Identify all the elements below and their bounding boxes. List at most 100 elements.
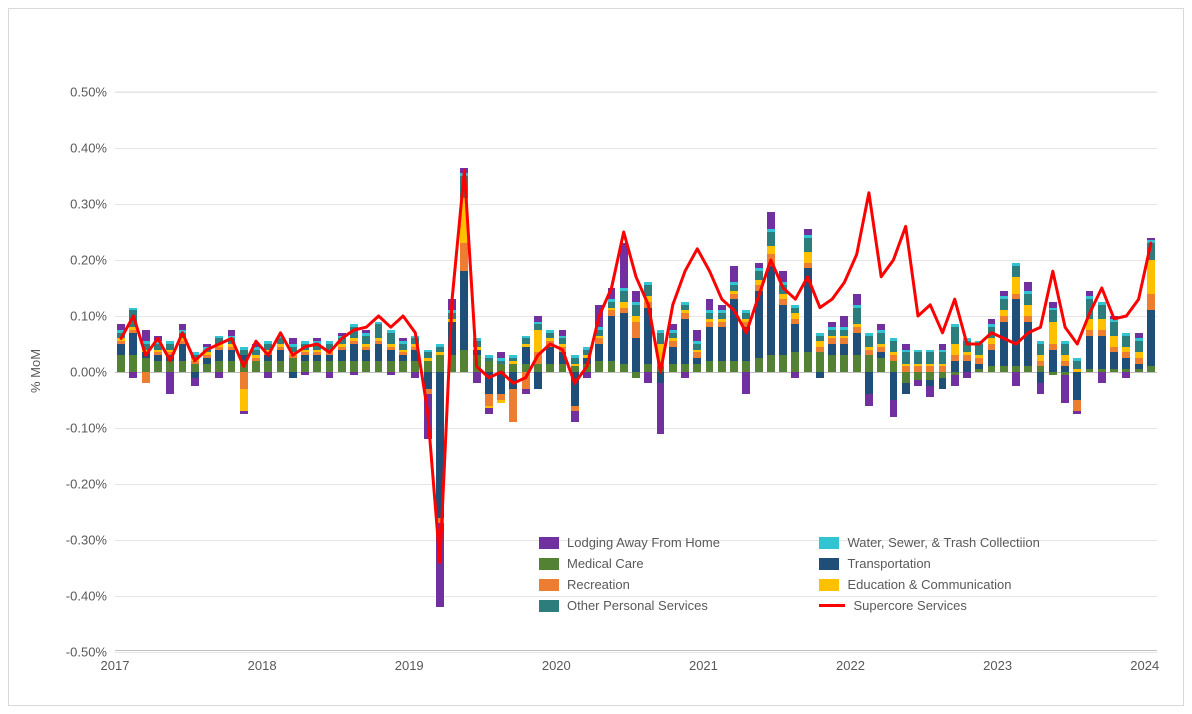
bar-seg-water [742, 310, 750, 313]
bar-seg-education [939, 364, 947, 367]
bar-seg-education [301, 350, 309, 353]
bar-seg-recreation [313, 352, 321, 355]
bar-seg-other [644, 285, 652, 296]
legend-item-other: Other Personal Services [539, 598, 759, 613]
bar-seg-other [436, 347, 444, 353]
bar-seg-education [608, 308, 616, 311]
bar-seg-transport [448, 322, 456, 356]
bar-seg-other [681, 305, 689, 311]
bar-seg-lodging [865, 394, 873, 405]
bar-seg-other [951, 327, 959, 344]
bar-seg-recreation [791, 319, 799, 325]
bar-seg-other [1147, 243, 1155, 260]
bar-seg-medical [644, 364, 652, 372]
bar-seg-water [669, 330, 677, 333]
bar-seg-transport [546, 347, 554, 364]
bar-seg-transport [742, 327, 750, 361]
bar-seg-education [142, 350, 150, 353]
bar-seg-water [338, 336, 346, 339]
legend-line-swatch [819, 604, 845, 607]
bar-seg-transport [522, 347, 530, 364]
bar-seg-recreation [350, 341, 358, 344]
bar-seg-other [289, 347, 297, 353]
bar-seg-medical [1000, 366, 1008, 372]
bar-seg-other [902, 352, 910, 363]
bar-seg-other [877, 333, 885, 344]
bar-seg-education [546, 338, 554, 341]
bar-seg-education [399, 350, 407, 353]
bar-seg-transport [816, 372, 824, 378]
bar-seg-lodging [485, 408, 493, 414]
bar-seg-lodging [779, 271, 787, 282]
bar-seg-water [264, 341, 272, 344]
bar-stack [1098, 92, 1106, 652]
bar-seg-water [350, 324, 358, 327]
bar-seg-other [620, 291, 628, 302]
bar-seg-education [963, 352, 971, 355]
bar-seg-education [338, 344, 346, 347]
gridline [115, 652, 1157, 653]
bar-seg-water [534, 322, 542, 325]
bar-seg-other [301, 344, 309, 350]
bar-seg-medical [816, 352, 824, 372]
bar-seg-other [571, 358, 579, 364]
bar-seg-transport [669, 347, 677, 364]
bar-seg-water [559, 336, 567, 339]
bar-seg-recreation [1147, 294, 1155, 311]
bar-seg-lodging [657, 383, 665, 433]
bar-seg-medical [669, 364, 677, 372]
legend-item-recreation: Recreation [539, 577, 759, 592]
bar-seg-medical [767, 355, 775, 372]
bar-stack [411, 92, 419, 652]
bar-seg-education [877, 344, 885, 347]
bar-stack [1049, 92, 1057, 652]
bar-seg-transport [534, 372, 542, 389]
bar-seg-medical [742, 361, 750, 372]
bar-seg-lodging [411, 372, 419, 378]
bar-seg-transport [166, 355, 174, 361]
bar-seg-transport [840, 344, 848, 355]
legend-swatch [819, 558, 839, 570]
bar-seg-other [583, 350, 591, 356]
bar-seg-other [350, 327, 358, 338]
bar-seg-recreation [264, 352, 272, 355]
bar-seg-recreation [804, 263, 812, 269]
bar-seg-recreation [669, 341, 677, 347]
bar-stack [350, 92, 358, 652]
bar-seg-transport [117, 344, 125, 355]
bar-seg-education [718, 319, 726, 322]
bar-seg-lodging [706, 299, 714, 310]
bar-seg-education [669, 338, 677, 341]
bar-seg-medical [1049, 372, 1057, 375]
bar-seg-other [1049, 310, 1057, 321]
bar-seg-recreation [215, 347, 223, 350]
bar-stack [1110, 92, 1118, 652]
bar-seg-transport [203, 358, 211, 364]
bar-seg-other [939, 352, 947, 363]
legend-swatch [539, 600, 559, 612]
bar-seg-water [203, 347, 211, 350]
bar-seg-recreation [1024, 316, 1032, 322]
bar-seg-water [375, 322, 383, 325]
bar-seg-other [608, 302, 616, 308]
bar-stack [399, 92, 407, 652]
bar-seg-recreation [559, 347, 567, 353]
bar-seg-lodging [951, 375, 959, 386]
bar-seg-lodging [1024, 282, 1032, 290]
bar-seg-other [203, 350, 211, 353]
bar-seg-other [215, 338, 223, 344]
bar-seg-water [252, 347, 260, 350]
bar-seg-transport [1037, 372, 1045, 383]
bar-seg-medical [779, 355, 787, 372]
bar-seg-water [436, 344, 444, 347]
y-tick-label: 0.50% [70, 85, 107, 100]
bar-seg-water [117, 330, 125, 333]
bar-seg-recreation [1122, 352, 1130, 358]
bar-seg-other [228, 338, 236, 344]
bar-seg-other [166, 344, 174, 350]
bar-seg-recreation [706, 322, 714, 328]
bar-seg-medical [828, 355, 836, 372]
bar-seg-medical [411, 361, 419, 372]
bar-seg-water [277, 336, 285, 339]
bar-seg-medical [301, 361, 309, 372]
